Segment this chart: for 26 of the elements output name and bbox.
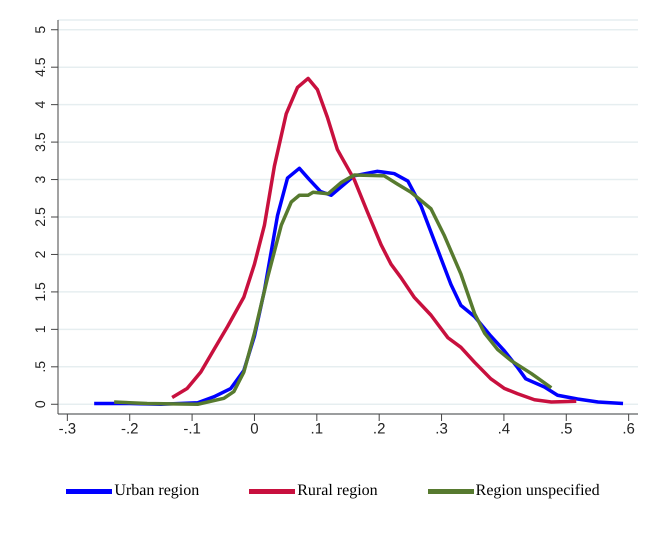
y-tick-label: 4.5 [32, 57, 48, 77]
y-tick-label: 1.5 [32, 282, 48, 302]
legend-label: Region unspecified [476, 482, 600, 500]
line-series [170, 76, 578, 404]
x-tick-label: .2 [372, 420, 386, 438]
x-tick-label: -.2 [120, 420, 138, 438]
x-tick-label: .4 [498, 420, 510, 438]
x-tick-label: .6 [622, 420, 635, 438]
y-tick-label: 1 [32, 325, 48, 334]
y-tick-label: 3 [32, 175, 48, 184]
y-tick-label: 2.5 [32, 207, 48, 227]
x-tick-label: -.3 [58, 420, 76, 438]
y-tick-label: 0 [32, 400, 48, 408]
x-tick-label: -.1 [183, 420, 201, 438]
y-tick-label: 3.5 [32, 132, 48, 152]
y-tick-label: 4 [32, 100, 48, 109]
x-tick-label: .5 [560, 420, 573, 438]
x-tick-label: .1 [310, 420, 324, 438]
y-tick-label: .5 [32, 360, 48, 373]
legend-label: Urban region [114, 482, 200, 500]
legend-label: Rural region [297, 482, 378, 500]
x-tick-label: 0 [250, 420, 259, 438]
x-tick-label: .3 [435, 420, 448, 438]
y-tick-label: 5 [32, 26, 48, 34]
y-tick-label: 2 [32, 250, 48, 258]
line-series [112, 173, 554, 406]
